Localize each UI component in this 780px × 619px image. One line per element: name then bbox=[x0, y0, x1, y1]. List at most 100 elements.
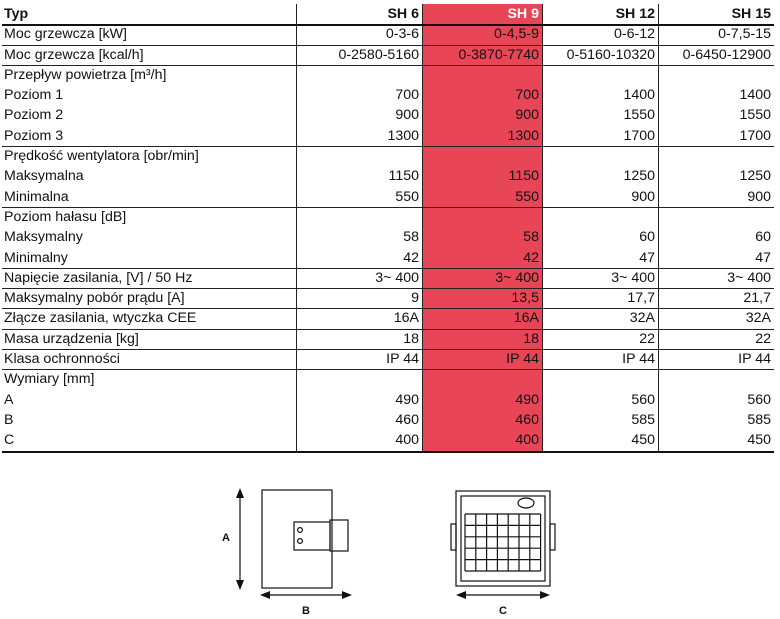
value-sh9: 0-3870-7740 bbox=[422, 44, 542, 65]
header-sh12: SH 12 bbox=[542, 4, 658, 25]
row-label: B bbox=[4, 411, 14, 428]
row-label: C bbox=[4, 432, 15, 449]
value-sh15: IP 44 bbox=[658, 349, 774, 370]
table-row: Minimalny 42 42 47 47 bbox=[2, 247, 774, 268]
value-sh12 bbox=[542, 146, 658, 167]
table-row: Poziom 3 1300 1300 1700 1700 bbox=[2, 125, 774, 147]
right-handle bbox=[549, 523, 556, 551]
table-row: Maksymalny pobór prądu [A] 9 13,5 17,7 21,7 bbox=[2, 288, 774, 309]
value-sh15: 0-6450-12900 bbox=[658, 44, 774, 65]
row-label: Maksymalny bbox=[4, 229, 83, 246]
value-sh15: 3~ 400 bbox=[658, 267, 774, 289]
value-sh6: 400 bbox=[296, 430, 422, 451]
row-label: Poziom hałasu [dB] bbox=[4, 208, 127, 225]
value-sh9: 58 bbox=[422, 227, 542, 248]
value-sh15: 47 bbox=[658, 247, 774, 268]
value-sh6: 700 bbox=[296, 85, 422, 106]
value-sh6 bbox=[296, 146, 422, 167]
table-body: Moc grzewcza [kW] 0-3-6 0-4,5-9 0-6-12 0-7,5… bbox=[2, 24, 774, 453]
arrow-right-icon bbox=[540, 591, 550, 599]
value-sh6: 490 bbox=[296, 389, 422, 410]
value-sh12: IP 44 bbox=[542, 349, 658, 370]
value-sh9: 460 bbox=[422, 409, 542, 431]
table-row: Wymiary [mm] bbox=[2, 369, 774, 390]
row-label: Wymiary [mm] bbox=[4, 371, 95, 388]
value-sh12 bbox=[542, 206, 658, 228]
value-sh6 bbox=[296, 369, 422, 390]
value-sh9: 0-4,5-9 bbox=[422, 24, 542, 45]
row-label: A bbox=[4, 391, 14, 408]
value-sh6: 42 bbox=[296, 247, 422, 268]
arrow-right-icon bbox=[342, 591, 352, 599]
air-grille bbox=[464, 513, 542, 572]
table-row: B 460 460 585 585 bbox=[2, 409, 774, 431]
value-sh9: 490 bbox=[422, 389, 542, 410]
value-sh15 bbox=[658, 146, 774, 167]
value-sh12: 1550 bbox=[542, 105, 658, 126]
value-sh9 bbox=[422, 64, 542, 86]
row-label: Prędkość wentylatora [obr/min] bbox=[4, 148, 199, 165]
value-sh15: 585 bbox=[658, 409, 774, 431]
row-label: Napięcie zasilania, [V] / 50 Hz bbox=[4, 269, 193, 286]
value-sh15: 900 bbox=[658, 186, 774, 207]
value-sh12 bbox=[542, 369, 658, 390]
value-sh12: 47 bbox=[542, 247, 658, 268]
value-sh15: 1250 bbox=[658, 166, 774, 187]
table-row: Poziom 2 900 900 1550 1550 bbox=[2, 105, 774, 126]
table-row: Moc grzewcza [kcal/h] 0-2580-5160 0-3870-7… bbox=[2, 44, 774, 65]
row-label: Moc grzewcza [kW] bbox=[4, 26, 127, 43]
value-sh15: 32A bbox=[658, 308, 774, 329]
value-sh9: 3~ 400 bbox=[422, 267, 542, 289]
table-row: Masa urządzenia [kg] 18 18 22 22 bbox=[2, 328, 774, 350]
table-header-row: Typ SH 6 SH 9 SH 12 SH 15 bbox=[2, 4, 774, 25]
value-sh9: IP 44 bbox=[422, 349, 542, 370]
value-sh6 bbox=[296, 206, 422, 228]
value-sh6: 16A bbox=[296, 308, 422, 329]
table-row: Maksymalna 1150 1150 1250 1250 bbox=[2, 166, 774, 187]
value-sh12: 3~ 400 bbox=[542, 267, 658, 289]
arrow-left-icon bbox=[260, 591, 270, 599]
value-sh15: 1550 bbox=[658, 105, 774, 126]
row-label: Złącze zasilania, wtyczka CEE bbox=[4, 310, 197, 327]
value-sh12: 900 bbox=[542, 186, 658, 207]
value-sh9: 13,5 bbox=[422, 288, 542, 309]
value-sh15: 21,7 bbox=[658, 288, 774, 309]
left-handle bbox=[450, 523, 457, 551]
value-sh12: 560 bbox=[542, 389, 658, 410]
value-sh12: 1400 bbox=[542, 85, 658, 106]
value-sh15: 450 bbox=[658, 430, 774, 451]
value-sh9: 1150 bbox=[422, 166, 542, 187]
label-a: A bbox=[222, 532, 230, 544]
row-label: Moc grzewcza [kcal/h] bbox=[4, 46, 144, 63]
value-sh15: 1700 bbox=[658, 125, 774, 147]
row-label: Minimalna bbox=[4, 188, 69, 205]
value-sh15: 560 bbox=[658, 389, 774, 410]
value-sh6: 1300 bbox=[296, 125, 422, 147]
row-label: Poziom 2 bbox=[4, 107, 64, 124]
value-sh12: 22 bbox=[542, 328, 658, 350]
value-sh12: 585 bbox=[542, 409, 658, 431]
value-sh9 bbox=[422, 146, 542, 167]
table-row: Moc grzewcza [kW] 0-3-6 0-4,5-9 0-6-12 0-7,5… bbox=[2, 24, 774, 45]
value-sh6: 18 bbox=[296, 328, 422, 350]
table-row: Poziom hałasu [dB] bbox=[2, 206, 774, 228]
value-sh9: 42 bbox=[422, 247, 542, 268]
front-view-body bbox=[455, 490, 551, 587]
value-sh9: 16A bbox=[422, 308, 542, 329]
value-sh15 bbox=[658, 64, 774, 86]
table-row: Złącze zasilania, wtyczka CEE 16A 16A 32A 32… bbox=[2, 308, 774, 329]
arrow-down-icon bbox=[236, 580, 244, 590]
value-sh15 bbox=[658, 369, 774, 390]
side-view-connector bbox=[329, 519, 349, 552]
row-label: Klasa ochronności bbox=[4, 351, 120, 368]
arrow-up-icon bbox=[236, 488, 244, 498]
row-label: Masa urządzenia [kg] bbox=[4, 330, 139, 347]
table-row: A 490 490 560 560 bbox=[2, 389, 774, 410]
value-sh12: 0-6-12 bbox=[542, 24, 658, 45]
row-label: Przepływ powietrza [m³/h] bbox=[4, 66, 167, 83]
value-sh6: 58 bbox=[296, 227, 422, 248]
value-sh9: 900 bbox=[422, 105, 542, 126]
header-sh9: SH 9 bbox=[422, 4, 542, 25]
value-sh15: 1400 bbox=[658, 85, 774, 106]
table-row: C 400 400 450 450 bbox=[2, 430, 774, 453]
